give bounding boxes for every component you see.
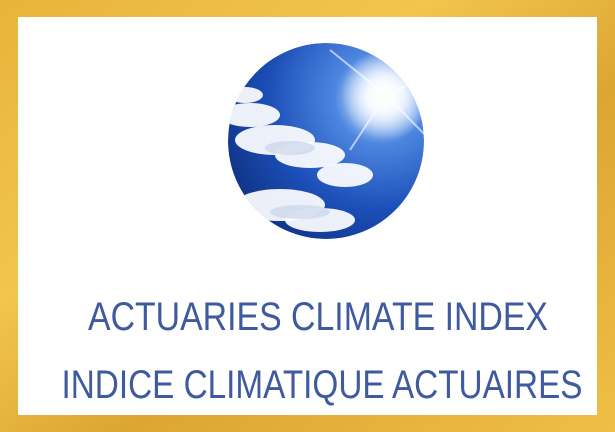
subtitle: INDICE CLIMATIQUE ACTUAIRES: [62, 363, 583, 407]
sky-image: [228, 43, 424, 239]
title: ACTUARIES CLIMATE INDEX: [88, 295, 548, 339]
